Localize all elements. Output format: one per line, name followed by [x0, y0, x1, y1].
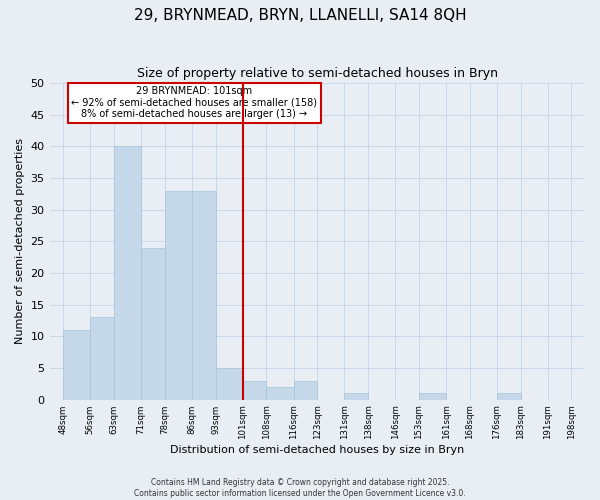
Bar [243, 380, 266, 400]
Text: Contains HM Land Registry data © Crown copyright and database right 2025.
Contai: Contains HM Land Registry data © Crown c… [134, 478, 466, 498]
Bar [497, 394, 521, 400]
Bar [63, 330, 90, 400]
Bar [165, 190, 192, 400]
Bar [293, 380, 317, 400]
Bar [114, 146, 141, 400]
Bar [215, 368, 243, 400]
Bar [419, 394, 446, 400]
Title: Size of property relative to semi-detached houses in Bryn: Size of property relative to semi-detach… [137, 68, 498, 80]
X-axis label: Distribution of semi-detached houses by size in Bryn: Distribution of semi-detached houses by … [170, 445, 464, 455]
Y-axis label: Number of semi-detached properties: Number of semi-detached properties [15, 138, 25, 344]
Bar [266, 387, 293, 400]
Bar [90, 318, 114, 400]
Text: 29 BRYNMEAD: 101sqm
← 92% of semi-detached houses are smaller (158)
8% of semi-d: 29 BRYNMEAD: 101sqm ← 92% of semi-detach… [71, 86, 317, 120]
Bar [192, 190, 215, 400]
Text: 29, BRYNMEAD, BRYN, LLANELLI, SA14 8QH: 29, BRYNMEAD, BRYN, LLANELLI, SA14 8QH [134, 8, 466, 22]
Bar [141, 248, 165, 400]
Bar [344, 394, 368, 400]
